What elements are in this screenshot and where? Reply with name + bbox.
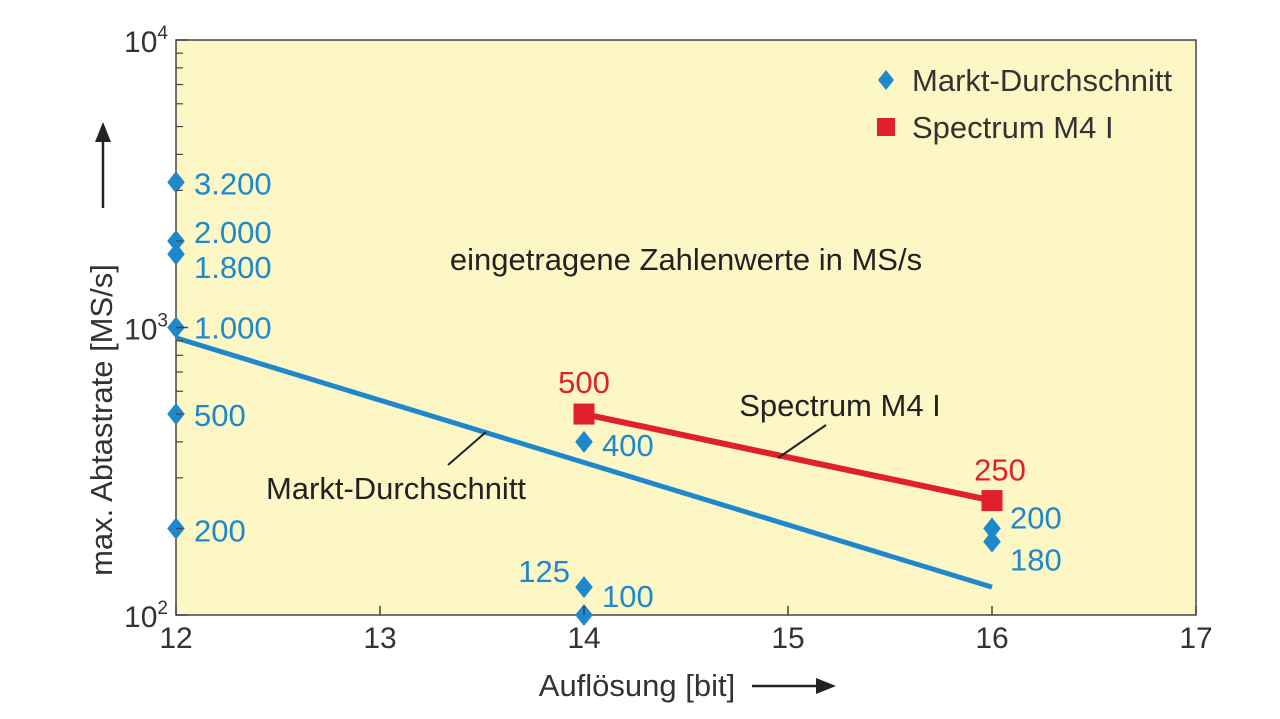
plot-area	[175, 39, 1197, 616]
market-data-label: 125	[518, 554, 570, 589]
market-data-label: 500	[194, 398, 246, 433]
tick-labels: 12 13 14 15 16 17 102 103 104	[124, 23, 1213, 655]
market-point	[983, 530, 1001, 553]
market-data-label: 100	[602, 579, 654, 614]
market-point	[167, 171, 185, 194]
spectrum-line-label: Spectrum M4 I	[739, 388, 941, 423]
x-axis-arrowhead	[816, 678, 836, 694]
y-tick-label: 102	[124, 598, 168, 634]
market-line-label: Markt-Durchschnitt	[266, 471, 526, 506]
spectrum-data-label: 250	[974, 453, 1026, 488]
trendlines	[175, 335, 993, 590]
legend-marker-spectrum	[877, 118, 895, 136]
spectrum-point	[981, 490, 1003, 512]
x-tick-label: 14	[567, 622, 600, 655]
legend-label: Markt-Durchschnitt	[912, 63, 1172, 98]
market-data-label: 3.200	[194, 166, 272, 201]
y-axis-title: max. Abtastrate [MS/s]	[84, 264, 119, 576]
y-axis-arrowhead	[95, 122, 111, 142]
spectrum-point	[573, 403, 595, 425]
annotations: eingetragene Zahlenwerte in MS/s Markt-Du…	[266, 242, 941, 506]
x-tick-label: 12	[159, 622, 192, 655]
legend-marker-market	[878, 70, 894, 90]
legend: Markt-Durchschnitt Spectrum M4 I	[877, 63, 1172, 145]
market-data-label: 2.000	[194, 215, 272, 250]
market-data-label: 200	[194, 513, 246, 548]
market-point	[575, 576, 593, 599]
market-data-label: 200	[1010, 500, 1062, 535]
axis-titles: Auflösung [bit] max. Abtastrate [MS/s]	[84, 122, 836, 703]
spectrum-line	[583, 411, 993, 504]
market-data-label: 1.800	[194, 250, 272, 285]
data-marks	[167, 171, 1003, 626]
x-axis-title: Auflösung [bit]	[539, 668, 735, 703]
y-tick-label: 104	[124, 23, 168, 59]
market-data-label: 400	[602, 428, 654, 463]
market-point	[983, 517, 1001, 540]
note-values-in-mss: eingetragene Zahlenwerte in MS/s	[450, 242, 922, 277]
market-trendline	[175, 335, 993, 590]
market-data-label: 1.000	[194, 311, 272, 346]
spectrum-leader-line	[777, 424, 827, 459]
market-point	[575, 430, 593, 453]
x-tick-label: 13	[363, 622, 396, 655]
market-data-label: 180	[1010, 543, 1062, 578]
market-point	[167, 243, 185, 266]
market-leader-line	[447, 431, 487, 466]
x-tick-label: 16	[975, 622, 1008, 655]
y-tick-label: 103	[124, 311, 168, 347]
legend-label: Spectrum M4 I	[912, 110, 1114, 145]
spectrum-data-label: 500	[558, 365, 610, 400]
x-tick-label: 15	[771, 622, 804, 655]
x-tick-label: 17	[1179, 622, 1212, 655]
